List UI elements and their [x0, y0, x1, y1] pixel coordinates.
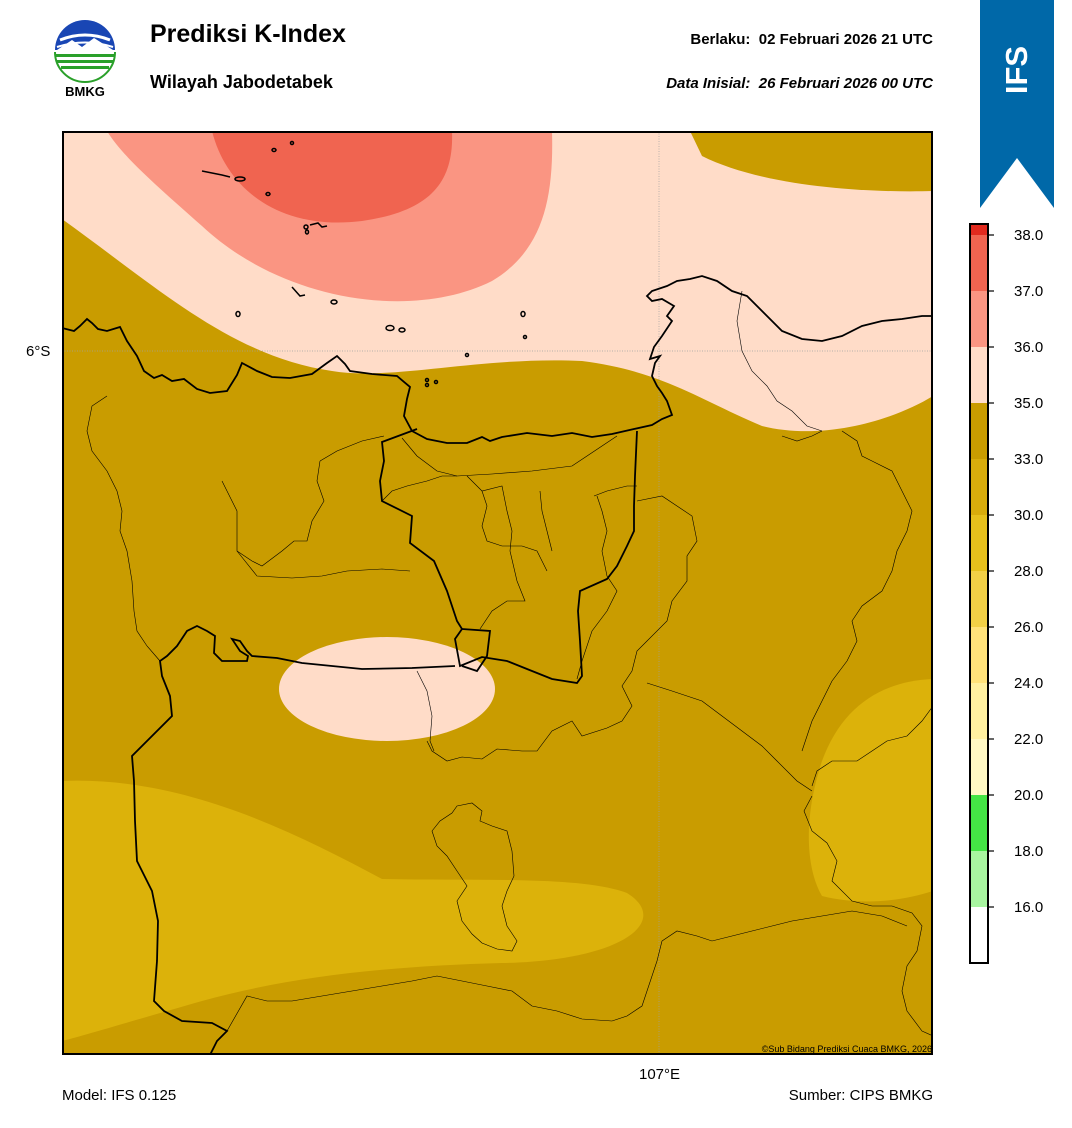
- colorbar-tick-label: 16.0: [1014, 899, 1043, 916]
- contour-33-35-northeast: [690, 131, 933, 192]
- colorbar-segment: [970, 403, 988, 459]
- valid-label: Berlaku:: [690, 31, 751, 48]
- valid-time: Berlaku: 02 Februari 2026 21 UTC: [690, 31, 933, 48]
- bmkg-logo: BMKG: [52, 20, 118, 102]
- regency-boundaries: [86, 290, 933, 1037]
- colorbar-segment: [970, 627, 988, 683]
- colorbar-tick-label: 26.0: [1014, 619, 1043, 636]
- init-time: Data Inisial: 26 Februari 2026 00 UTC: [666, 75, 933, 92]
- colorbar-segment: [970, 795, 988, 851]
- colorbar-segment: [970, 235, 988, 291]
- colorbar-segment: [970, 459, 988, 515]
- colorbar-tick-label: 38.0: [1014, 227, 1043, 244]
- colorbar-tick-label: 28.0: [1014, 563, 1043, 580]
- longitude-label: 107°E: [639, 1066, 681, 1083]
- model-badge: IFS: [980, 0, 1054, 208]
- contour-30-33-south: [62, 780, 644, 1041]
- colorbar-segment: [970, 683, 988, 739]
- colorbar-tick-label: 37.0: [1014, 283, 1043, 300]
- valid-value: 02 Februari 2026 21 UTC: [758, 31, 933, 48]
- colorbar-segment: [970, 347, 988, 403]
- page-title: Prediksi K-Index: [150, 20, 346, 48]
- coastline: [62, 275, 933, 444]
- colorbar-segment: [970, 291, 988, 347]
- region-subtitle: Wilayah Jabodetabek: [150, 72, 333, 92]
- colorbar-frame: [969, 223, 989, 964]
- colorbar-tick-label: 35.0: [1014, 395, 1043, 412]
- badge-ribbon-icon: [980, 0, 1054, 208]
- colorbar-tick-label: 22.0: [1014, 731, 1043, 748]
- contour-37-38: [212, 131, 453, 223]
- latitude-label: 6°S: [26, 343, 51, 360]
- colorbar-segment: [970, 851, 988, 907]
- colorbar-tick-label: 30.0: [1014, 507, 1043, 524]
- source-label: Sumber: CIPS BMKG: [788, 1087, 933, 1104]
- bmkg-emblem-icon: [54, 20, 116, 83]
- map-canvas: [62, 131, 933, 1055]
- colorbar-tick-label: 18.0: [1014, 843, 1043, 860]
- colorbar: 16.0 18.0 20.0 22.0 24.0 26.0 28.0 30.0 33.0 35.0…: [968, 222, 1068, 967]
- map-frame: [62, 131, 933, 1055]
- colorbar-segment: [970, 907, 988, 963]
- colorbar-svg: 16.0 18.0 20.0 22.0 24.0 26.0 28.0 30.0 33.0 35.0…: [969, 223, 1043, 964]
- colorbar-segment: [970, 515, 988, 571]
- colorbar-segment: [970, 571, 988, 627]
- k-index-map: [62, 131, 933, 1055]
- contour-35-36-central: [279, 637, 495, 741]
- init-label: Data Inisial:: [666, 75, 751, 92]
- colorbar-tick-label: 36.0: [1014, 339, 1043, 356]
- province-boundaries: [131, 428, 638, 1055]
- map-credit: ©Sub Bidang Prediksi Cuaca BMKG, 2026: [761, 1044, 932, 1054]
- thousand-islands: [201, 140, 528, 388]
- contour-30-33-east: [808, 679, 933, 902]
- model-label: Model: IFS 0.125: [62, 1087, 177, 1104]
- colorbar-tick-label: 20.0: [1014, 787, 1043, 804]
- badge-label: IFS: [998, 45, 1034, 95]
- colorbar-segment: [970, 739, 988, 795]
- colorbar-tick-label: 24.0: [1014, 675, 1043, 692]
- colorbar-segment: [970, 224, 988, 235]
- colorbar-tick-label: 33.0: [1014, 451, 1043, 468]
- init-value: 26 Februari 2026 00 UTC: [758, 75, 933, 92]
- logo-text: BMKG: [65, 84, 105, 99]
